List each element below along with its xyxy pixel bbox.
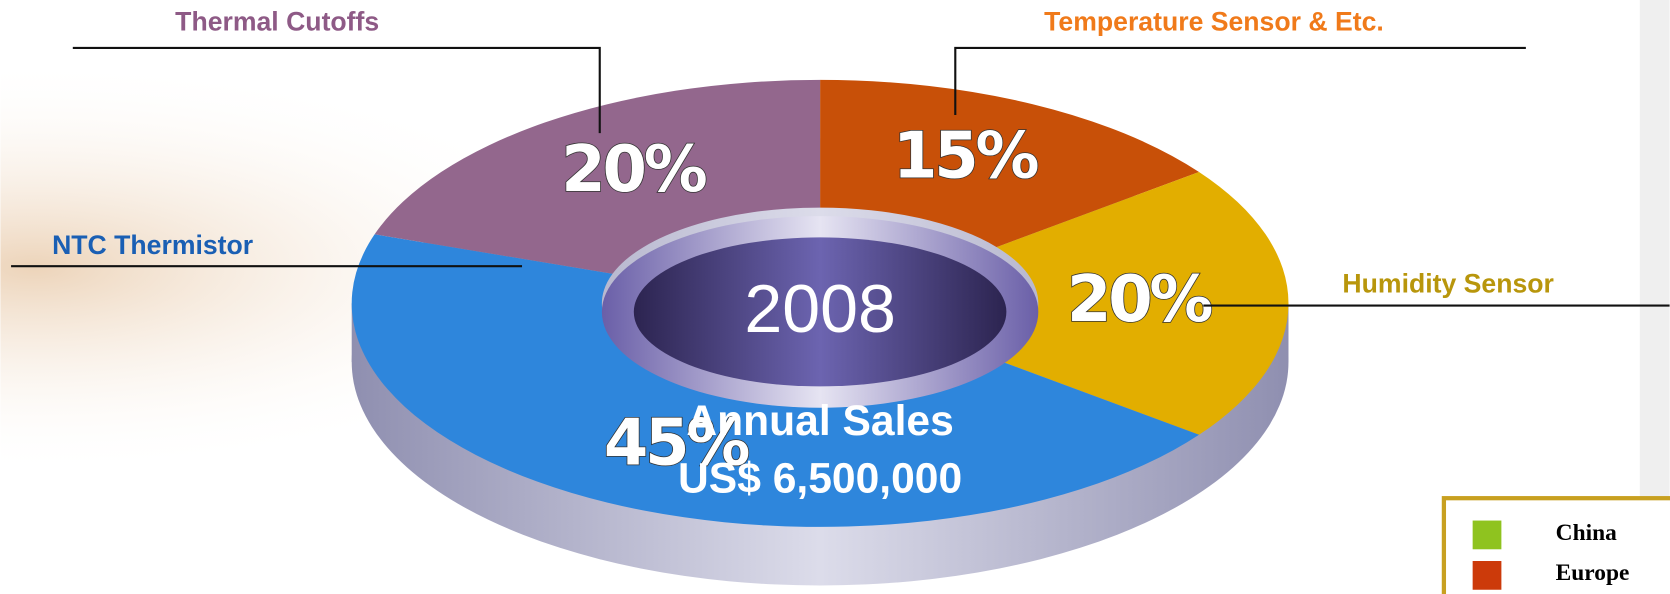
legend-label: Europe: [1556, 560, 1630, 586]
chart-title: Annual Sales: [686, 397, 953, 445]
legend-swatch: [1473, 561, 1502, 590]
category-label: Humidity Sensor: [1342, 268, 1553, 298]
value-label: 20%: [561, 133, 705, 207]
chart-subtitle: US$ 6,500,000: [678, 454, 962, 502]
chart: 15%20%45%20% ChinaEurope 2008Annual Sale…: [0, 0, 1670, 594]
legend-label: China: [1556, 520, 1617, 546]
center-label: 2008: [744, 271, 896, 347]
value-label: 20%: [1067, 263, 1211, 337]
category-label: NTC Thermistor: [52, 230, 253, 260]
category-label: Temperature Sensor & Etc.: [1044, 6, 1384, 36]
legend-swatch: [1473, 521, 1502, 550]
legend-box: China Europe: [1444, 498, 1670, 594]
category-label: Thermal Cutoffs: [175, 6, 379, 36]
value-label: 15%: [893, 120, 1037, 194]
